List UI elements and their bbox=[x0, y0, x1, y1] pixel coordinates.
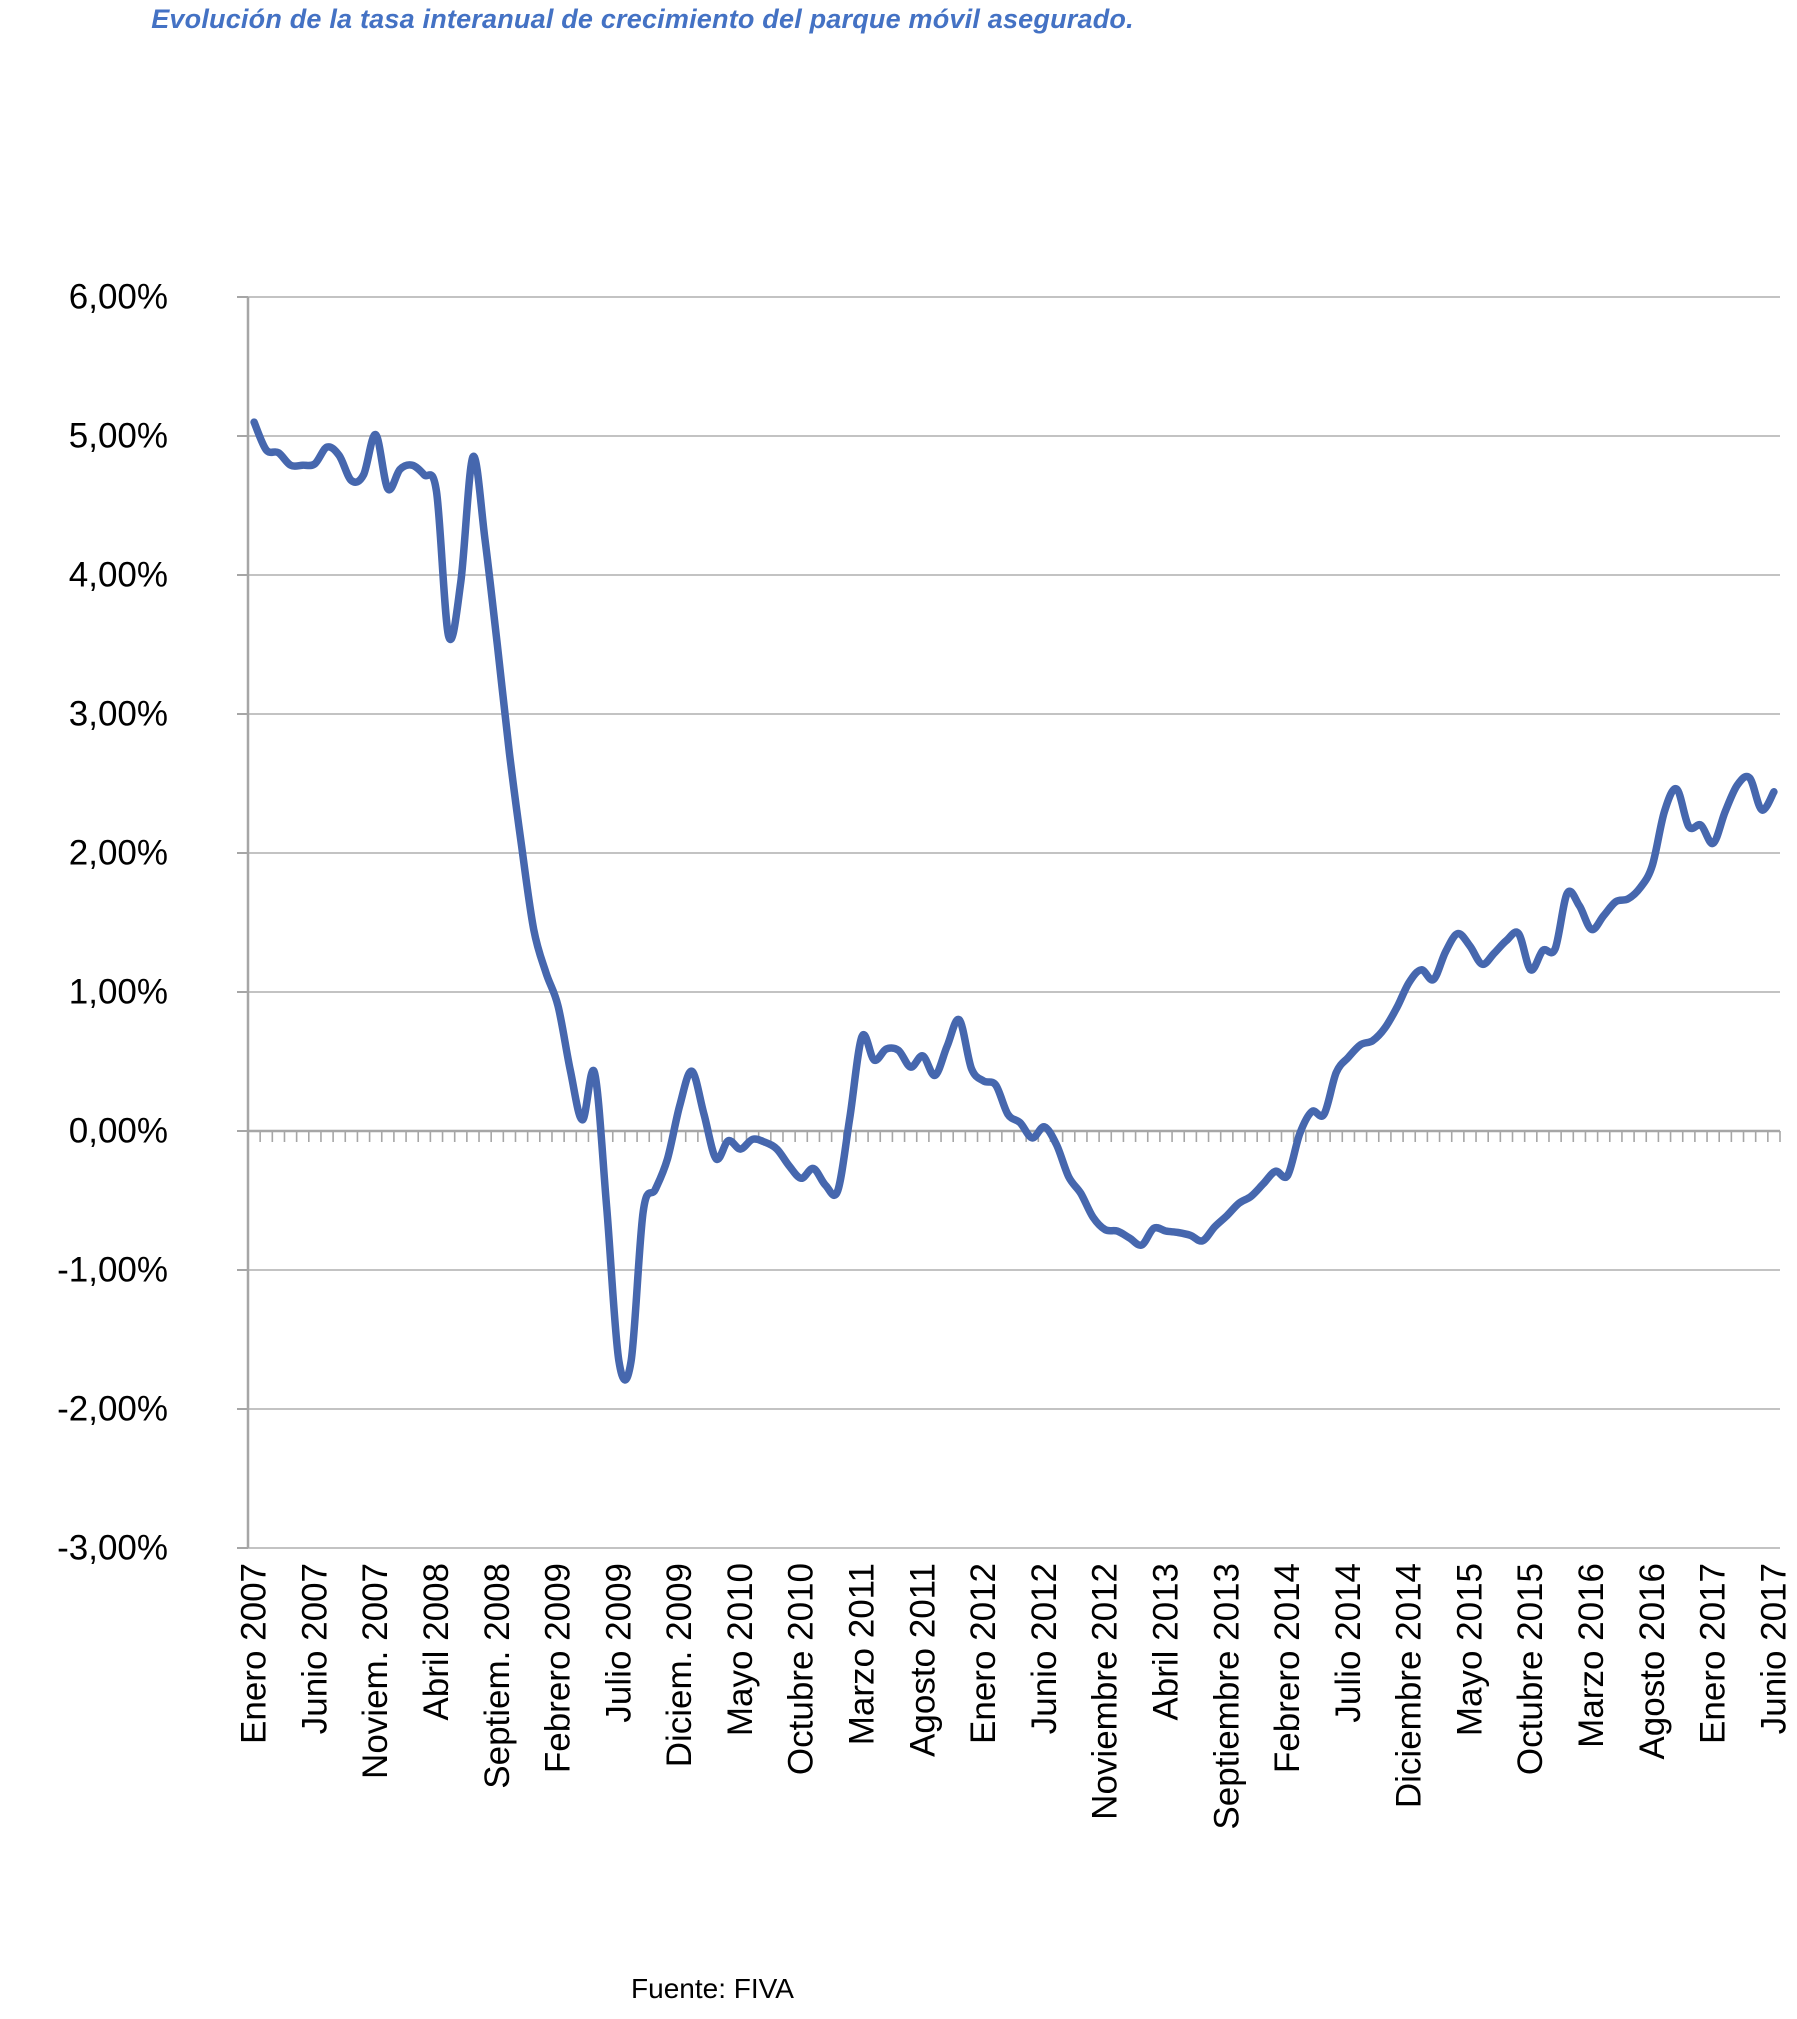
y-axis-label: -2,00% bbox=[57, 1390, 168, 1429]
y-axis-label: 6,00% bbox=[69, 278, 168, 317]
x-axis-label: Noviem. 2007 bbox=[356, 1563, 395, 1779]
y-axis-label: 0,00% bbox=[69, 1112, 168, 1151]
x-axis-label: Diciem. 2009 bbox=[660, 1563, 699, 1767]
y-axis-label: 3,00% bbox=[69, 695, 168, 734]
x-axis-label: Julio 2014 bbox=[1329, 1563, 1368, 1723]
category-axis bbox=[237, 296, 1781, 1549]
y-axis-label: 4,00% bbox=[69, 556, 168, 595]
y-axis-label: 5,00% bbox=[69, 417, 168, 456]
source-caption: Fuente: FIVA bbox=[631, 1973, 794, 2004]
y-axis-labels: 6,00% 5,00% 4,00% 3,00% 2,00% 1,00% 0,00% -1,00… bbox=[57, 278, 168, 1568]
x-axis-label: Septiem. 2008 bbox=[478, 1563, 517, 1789]
x-axis-label: Febrero 2009 bbox=[539, 1563, 578, 1773]
x-axis-label: Agosto 2016 bbox=[1633, 1563, 1672, 1760]
chart-title: Evolución de la tasa interanual de creci… bbox=[151, 4, 1134, 34]
x-axis-label: Junio 2007 bbox=[295, 1563, 334, 1734]
x-axis-label: Diciembre 2014 bbox=[1390, 1563, 1429, 1808]
x-axis-label: Junio 2017 bbox=[1754, 1563, 1793, 1734]
x-axis-label: Mayo 2015 bbox=[1450, 1563, 1489, 1736]
x-axis-label: Julio 2009 bbox=[599, 1563, 638, 1723]
y-axis-label: 1,00% bbox=[69, 973, 168, 1012]
x-axis-labels: Enero 2007 Junio 2007 Noviem. 2007 Abril 20… bbox=[235, 1563, 1794, 1830]
x-axis-label: Enero 2012 bbox=[964, 1563, 1003, 1744]
y-axis-label: -1,00% bbox=[57, 1251, 168, 1290]
x-axis-label: Junio 2012 bbox=[1025, 1563, 1064, 1734]
x-axis-label: Septiembre 2013 bbox=[1207, 1563, 1246, 1830]
x-axis-label: Enero 2007 bbox=[235, 1563, 274, 1744]
x-axis-label: Marzo 2016 bbox=[1572, 1563, 1611, 1748]
y-axis-label: -3,00% bbox=[57, 1529, 168, 1568]
x-axis-label: Mayo 2010 bbox=[721, 1563, 760, 1736]
x-axis-label: Marzo 2011 bbox=[843, 1563, 882, 1745]
x-axis-label: Enero 2017 bbox=[1694, 1563, 1733, 1744]
x-axis-label: Abril 2013 bbox=[1146, 1563, 1185, 1721]
x-axis-label: Octubre 2010 bbox=[782, 1563, 821, 1775]
x-axis-label: Abril 2008 bbox=[417, 1563, 456, 1721]
x-axis-label: Febrero 2014 bbox=[1268, 1563, 1307, 1773]
y-axis-label: 2,00% bbox=[69, 834, 168, 873]
x-axis-label: Agosto 2011 bbox=[903, 1563, 942, 1757]
x-axis-label: Noviembre 2012 bbox=[1086, 1563, 1125, 1820]
data-line bbox=[250, 418, 1778, 1384]
x-axis-label: Octubre 2015 bbox=[1511, 1563, 1550, 1775]
